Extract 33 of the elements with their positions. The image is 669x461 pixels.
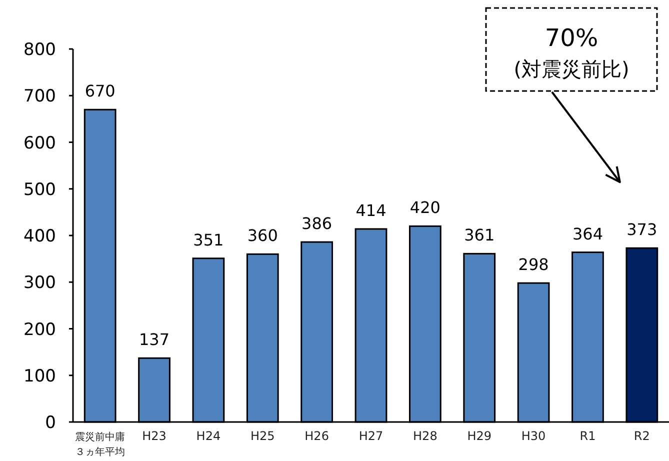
x-tick-label: H23 <box>142 429 166 443</box>
data-label: 298 <box>518 255 549 274</box>
annotation: (対震災前比) <box>514 57 630 81</box>
data-label: 364 <box>572 224 603 244</box>
x-tick-label: H26 <box>304 429 329 443</box>
x-tick-label: H25 <box>250 429 275 443</box>
x-tick-label: H28 <box>413 429 438 443</box>
data-label: 351 <box>193 230 224 250</box>
x-tick-label: H29 <box>467 429 492 443</box>
y-tick-label: 400 <box>24 226 56 246</box>
x-tick-label: H24 <box>196 429 221 443</box>
x-tick-label: 震災前中庸３ヵ年平均 <box>75 431 126 458</box>
x-tick-label: R2 <box>634 429 650 443</box>
data-label: 386 <box>302 214 332 234</box>
data-label: 414 <box>356 200 386 220</box>
x-tick-label: H30 <box>521 429 546 443</box>
data-label: 670 <box>84 82 116 101</box>
y-tick-label: 500 <box>24 180 56 200</box>
y-tick-label: 200 <box>24 320 56 340</box>
y-tick-label: 100 <box>24 366 56 386</box>
data-label: 420 <box>410 198 440 218</box>
x-tick-label: H27 <box>358 429 384 443</box>
annotation: 70% <box>544 24 598 52</box>
data-label: 361 <box>464 226 495 245</box>
data-label: 137 <box>139 330 170 350</box>
x-tick-label: R1 <box>580 429 596 443</box>
y-tick-label: 600 <box>24 133 56 154</box>
y-tick-label: 300 <box>24 273 56 294</box>
y-tick-label: 700 <box>24 86 56 107</box>
y-tick-label: 800 <box>24 40 56 60</box>
data-label: 360 <box>247 226 278 246</box>
y-tick-label: 0 <box>45 413 56 433</box>
data-label: 373 <box>626 220 658 240</box>
